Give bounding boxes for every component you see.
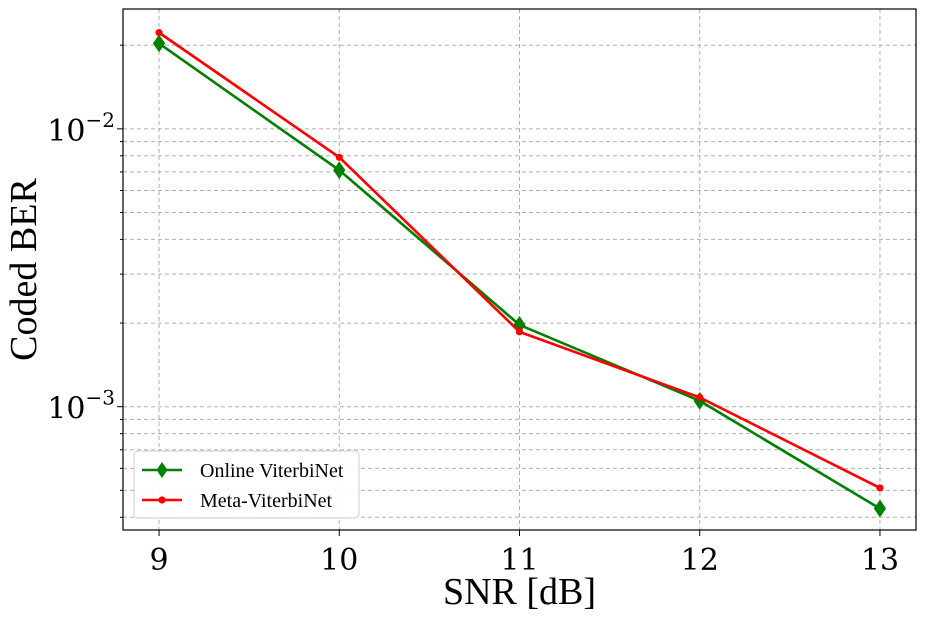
legend-meta-viterbinet-label: Meta-ViterbiNet [200,490,333,512]
x-axis-label: SNR [dB] [443,571,596,613]
series-layer [152,29,887,518]
y-tick-label: 10−2 [47,108,115,149]
legend-online-viterbinet-label: Online ViterbiNet [200,460,344,482]
legend-box [133,450,360,519]
y-tick-label: 10−3 [47,386,115,427]
meta-viterbinet-point [696,393,704,402]
meta-viterbinet-point [335,153,343,161]
grid [123,9,916,530]
online-viterbinet-point [873,499,887,518]
legend-meta-viterbinet-marker [158,496,166,504]
y-axis-label: Coded BER [3,178,45,361]
x-tick-label: 12 [681,543,719,578]
meta-viterbinet-point [515,328,524,336]
legend-online-viterbinet-marker [156,462,168,478]
legend: Online ViterbiNet Meta-ViterbiNet [133,450,360,519]
x-tick-label: 11 [500,543,538,578]
x-tick-label: 10 [320,543,358,578]
x-tick-label: 9 [149,543,168,578]
online-viterbinet-point [333,161,346,180]
online-viterbinet-point [152,34,166,53]
meta-viterbinet-point [876,484,884,492]
meta-viterbinet-point [155,29,163,37]
axis-ticks: 9 10 11 12 13 10−3 10−2 [47,44,899,578]
x-tick-label: 13 [861,543,899,578]
